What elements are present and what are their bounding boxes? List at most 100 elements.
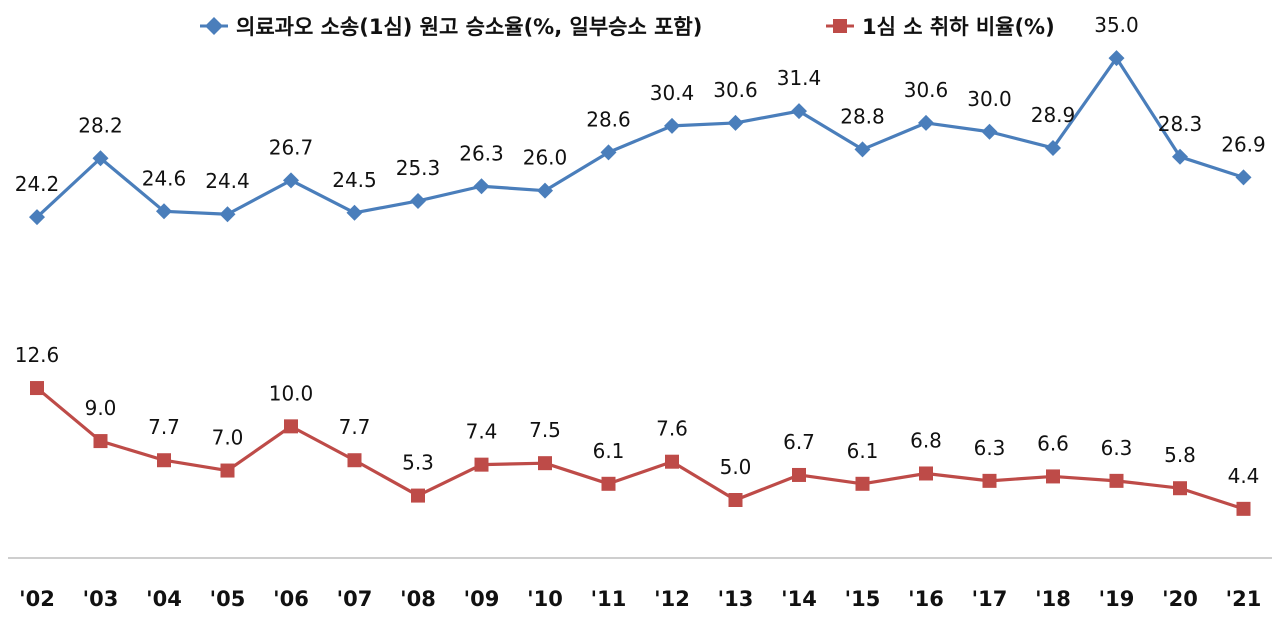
data-label-win-rate: 26.3 xyxy=(459,141,504,165)
data-label-withdrawal-rate: 6.3 xyxy=(974,436,1006,460)
data-point-win-rate xyxy=(1172,148,1188,165)
data-label-withdrawal-rate: 7.6 xyxy=(656,417,688,441)
data-label-win-rate: 28.2 xyxy=(78,113,123,137)
data-point-win-rate xyxy=(156,203,172,220)
x-tick-label: '21 xyxy=(1226,587,1262,611)
x-tick-label: '12 xyxy=(654,587,690,611)
x-tick-label: '15 xyxy=(845,587,881,611)
data-label-win-rate: 26.9 xyxy=(1221,132,1266,156)
data-point-win-rate xyxy=(918,114,934,131)
data-label-win-rate: 30.0 xyxy=(967,87,1012,111)
data-point-withdrawal-rate xyxy=(1109,473,1124,488)
data-label-win-rate: 28.9 xyxy=(1031,103,1076,127)
series-line-withdrawal-rate xyxy=(35,386,1244,511)
x-tick-label: '19 xyxy=(1099,587,1135,611)
data-label-withdrawal-rate: 5.8 xyxy=(1164,443,1196,467)
data-label-win-rate: 30.4 xyxy=(650,81,695,105)
data-label-win-rate: 25.3 xyxy=(396,156,441,180)
data-label-win-rate: 26.0 xyxy=(523,146,568,170)
data-point-withdrawal-rate xyxy=(665,454,679,469)
x-tick-label: '02 xyxy=(19,587,55,611)
data-point-withdrawal-rate xyxy=(1236,501,1251,516)
data-label-withdrawal-rate: 6.7 xyxy=(783,430,815,454)
data-label-withdrawal-rate: 6.1 xyxy=(847,439,879,463)
data-label-withdrawal-rate: 7.7 xyxy=(339,415,371,439)
series-line-win-rate xyxy=(35,56,1244,219)
data-point-win-rate xyxy=(1045,139,1061,156)
x-tick-label: '17 xyxy=(972,587,1008,611)
data-label-win-rate: 30.6 xyxy=(904,78,949,102)
data-label-withdrawal-rate: 5.3 xyxy=(402,451,434,475)
data-point-win-rate xyxy=(981,123,998,140)
data-point-withdrawal-rate xyxy=(157,453,171,468)
data-point-withdrawal-rate xyxy=(30,381,44,396)
data-label-withdrawal-rate: 7.7 xyxy=(148,415,180,439)
data-point-win-rate xyxy=(92,150,109,167)
x-tick-label: '09 xyxy=(464,587,500,611)
data-point-withdrawal-rate xyxy=(538,456,552,471)
data-label-win-rate: 30.6 xyxy=(713,78,758,102)
data-label-win-rate: 24.4 xyxy=(205,169,250,193)
data-point-withdrawal-rate xyxy=(411,488,425,503)
x-tick-label: '07 xyxy=(337,587,373,611)
data-point-win-rate xyxy=(473,178,490,195)
data-point-withdrawal-rate xyxy=(982,473,997,488)
data-point-win-rate xyxy=(727,114,744,131)
data-point-win-rate xyxy=(219,206,236,223)
data-label-withdrawal-rate: 12.6 xyxy=(15,343,60,367)
data-point-win-rate xyxy=(410,192,426,209)
data-point-withdrawal-rate xyxy=(728,493,743,507)
x-tick-label: '06 xyxy=(273,587,309,611)
data-label-withdrawal-rate: 5.0 xyxy=(720,455,752,479)
data-point-win-rate xyxy=(283,172,299,189)
data-label-withdrawal-rate: 6.1 xyxy=(593,439,625,463)
data-point-withdrawal-rate xyxy=(919,466,933,481)
data-label-win-rate: 26.7 xyxy=(269,135,314,159)
data-point-withdrawal-rate xyxy=(792,467,806,482)
x-tick-label: '08 xyxy=(400,587,436,611)
legend-label-win-rate: 의료과오 소송(1심) 원고 승소율(%, 일부승소 포함) xyxy=(236,15,702,39)
legend-square-marker xyxy=(833,19,847,33)
data-label-win-rate: 35.0 xyxy=(1094,13,1139,37)
x-tick-label: '18 xyxy=(1035,587,1071,611)
x-tick-label: '10 xyxy=(527,587,563,611)
data-point-withdrawal-rate xyxy=(220,463,235,478)
legend-item-withdrawal-rate: 1심 소 취하 비율(%) xyxy=(826,15,1055,39)
data-point-withdrawal-rate xyxy=(1046,469,1060,484)
data-label-win-rate: 28.6 xyxy=(586,107,631,131)
data-label-withdrawal-rate: 6.8 xyxy=(910,428,942,452)
data-point-win-rate xyxy=(664,117,680,134)
legend-label-withdrawal-rate: 1심 소 취하 비율(%) xyxy=(862,15,1055,39)
x-tick-label: '13 xyxy=(718,587,754,611)
data-point-withdrawal-rate xyxy=(347,453,362,468)
x-tick-label: '16 xyxy=(908,587,944,611)
data-point-withdrawal-rate xyxy=(601,476,616,491)
data-point-withdrawal-rate xyxy=(284,419,298,434)
data-label-withdrawal-rate: 10.0 xyxy=(269,381,314,405)
x-tick-label: '11 xyxy=(591,587,627,611)
data-label-win-rate: 24.2 xyxy=(15,172,60,196)
data-point-win-rate xyxy=(1235,169,1252,186)
data-label-withdrawal-rate: 4.4 xyxy=(1228,464,1260,488)
data-label-win-rate: 24.5 xyxy=(332,168,377,192)
data-point-win-rate xyxy=(600,144,617,161)
data-point-withdrawal-rate xyxy=(855,476,870,491)
data-label-win-rate: 28.8 xyxy=(840,104,885,128)
x-tick-label: '14 xyxy=(781,587,817,611)
legend-diamond-marker xyxy=(205,17,223,35)
data-point-win-rate xyxy=(791,103,807,120)
data-label-withdrawal-rate: 7.0 xyxy=(212,426,244,450)
x-tick-label: '20 xyxy=(1162,587,1198,611)
data-point-win-rate xyxy=(346,204,363,221)
data-label-win-rate: 24.6 xyxy=(142,166,187,190)
data-point-win-rate xyxy=(29,209,45,226)
x-tick-label: '04 xyxy=(146,587,182,611)
data-label-withdrawal-rate: 6.6 xyxy=(1037,431,1069,455)
data-point-win-rate xyxy=(537,182,553,199)
data-label-win-rate: 31.4 xyxy=(777,66,822,90)
legend-item-win-rate: 의료과오 소송(1심) 원고 승소율(%, 일부승소 포함) xyxy=(200,15,702,39)
data-point-win-rate xyxy=(1108,50,1125,67)
data-label-withdrawal-rate: 9.0 xyxy=(85,396,117,420)
data-label-withdrawal-rate: 7.4 xyxy=(466,420,498,444)
